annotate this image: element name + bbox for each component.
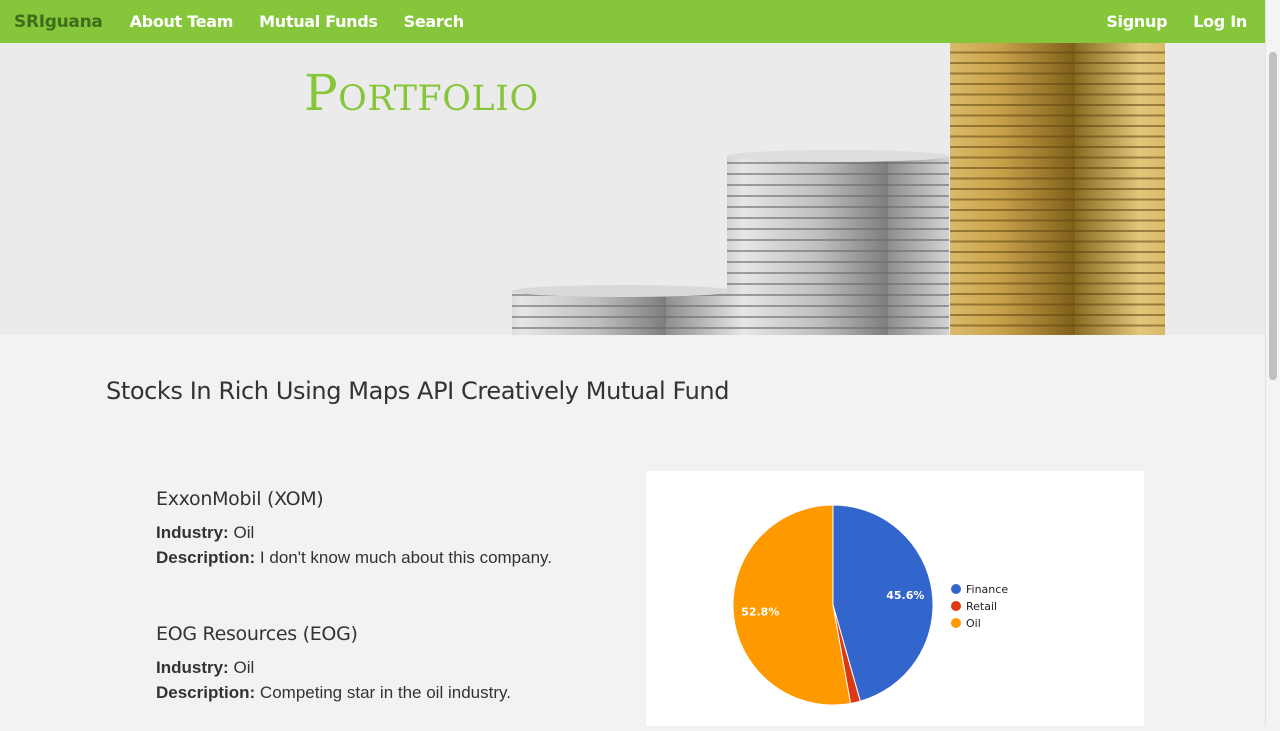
stock-description: Description: I don't know much about thi…	[156, 545, 626, 570]
legend-label[interactable]: Oil	[966, 617, 981, 630]
industry-label: Industry:	[156, 523, 229, 542]
scrollbar-thumb[interactable]	[1269, 52, 1277, 380]
nav-about-team[interactable]: About Team	[129, 12, 234, 31]
pie-slice-label: 45.6%	[886, 589, 924, 602]
fund-title: Stocks In Rich Using Maps API Creatively…	[106, 377, 730, 405]
stock-description: Description: Competing star in the oil i…	[156, 680, 626, 705]
description-value: Competing star in the oil industry.	[259, 683, 511, 702]
industry-value: Oil	[233, 523, 255, 542]
page-scrollbar[interactable]	[1265, 0, 1280, 726]
nav-signup[interactable]: Signup	[1106, 12, 1168, 31]
nav-mutual-funds[interactable]: Mutual Funds	[259, 12, 378, 31]
legend-swatch	[951, 618, 961, 628]
stock-item: EOG Resources (EOG) Industry: Oil Descri…	[156, 623, 626, 705]
legend-swatch	[951, 601, 961, 611]
stock-name: ExxonMobil (XOM)	[156, 488, 324, 510]
nav-search[interactable]: Search	[403, 12, 464, 31]
pie-chart-svg: 45.6% 52.8% Finance Retail Oil	[732, 504, 1008, 706]
stock-industry: Industry: Oil	[156, 655, 626, 680]
pie-slice-label: 52.8%	[741, 605, 779, 618]
coin-stacks-image	[512, 43, 1165, 335]
page-title: Portfolio	[304, 64, 539, 122]
industry-pie-chart: 45.6% 52.8% Finance Retail Oil	[646, 471, 1144, 726]
nav-right: Signup Log In	[1093, 12, 1260, 31]
top-navbar: SRIguana About Team Mutual Funds Search …	[0, 0, 1266, 43]
legend-label[interactable]: Finance	[966, 583, 1008, 596]
legend-swatch	[951, 584, 961, 594]
nav-login[interactable]: Log In	[1193, 12, 1247, 31]
hero-banner: Portfolio	[0, 43, 1266, 335]
stock-item: ExxonMobil (XOM) Industry: Oil Descripti…	[156, 488, 626, 570]
brand-logo[interactable]: SRIguana	[14, 11, 103, 32]
description-label: Description:	[156, 683, 256, 702]
industry-label: Industry:	[156, 658, 229, 677]
description-label: Description:	[156, 548, 256, 567]
legend-label[interactable]: Retail	[966, 600, 997, 613]
pie-slice-oil[interactable]	[732, 504, 852, 706]
description-value: I don't know much about this company.	[259, 548, 553, 567]
pie-slice-finance[interactable]	[832, 504, 934, 702]
stock-name: EOG Resources (EOG)	[156, 623, 358, 645]
industry-value: Oil	[233, 658, 255, 677]
stock-industry: Industry: Oil	[156, 520, 626, 545]
